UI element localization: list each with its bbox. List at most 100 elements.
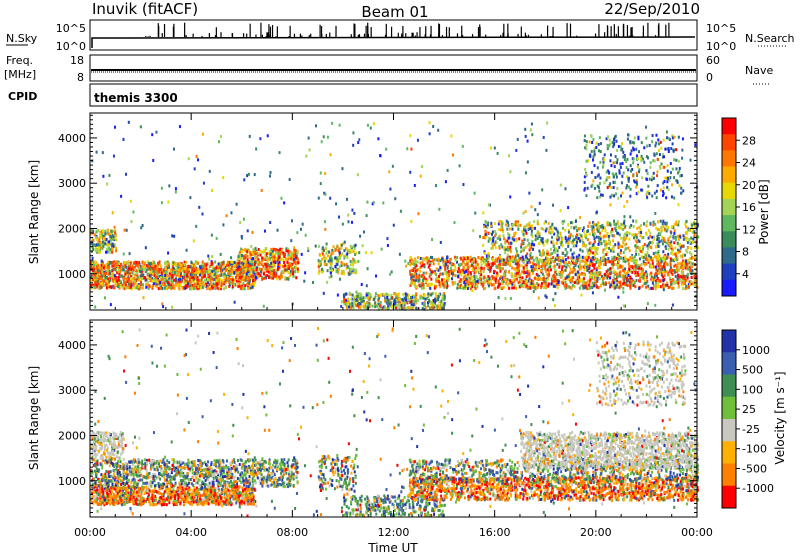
data-cell (105, 271, 108, 275)
data-cell (340, 254, 343, 258)
data-cell (576, 239, 579, 243)
data-cell (604, 240, 607, 244)
data-cell (499, 228, 502, 232)
data-cell (546, 252, 549, 256)
data-cell (402, 292, 405, 296)
data-cell (607, 268, 610, 272)
data-cell (132, 271, 135, 275)
data-cell (662, 250, 665, 254)
data-cell (675, 258, 678, 262)
data-cell (106, 247, 109, 251)
data-cell (564, 253, 567, 257)
data-cell (427, 265, 430, 269)
data-cell (359, 297, 362, 301)
data-cell (368, 305, 371, 309)
data-cell (468, 279, 471, 283)
data-cell (602, 239, 605, 243)
data-cell (551, 222, 554, 226)
data-cell (441, 293, 444, 297)
data-cell (622, 276, 625, 280)
data-cell (207, 270, 210, 274)
data-cell (670, 249, 673, 253)
data-cell (590, 283, 593, 287)
data-cell (275, 249, 278, 253)
data-cell (658, 269, 661, 273)
data-cell (140, 273, 143, 277)
data-cell (546, 268, 549, 272)
data-cell (326, 269, 329, 273)
data-cell (351, 260, 354, 264)
data-cell (520, 243, 523, 247)
data-cell (285, 257, 288, 261)
data-cell (647, 260, 650, 264)
data-cell (216, 277, 219, 281)
data-cell (211, 265, 214, 269)
data-cell (253, 281, 256, 285)
data-cell (565, 265, 568, 269)
data-cell (653, 284, 656, 288)
data-cell (179, 263, 182, 267)
data-cell (177, 285, 180, 289)
data-cell (232, 268, 235, 272)
data-cell (94, 236, 97, 240)
data-cell (115, 283, 118, 287)
data-cell (491, 283, 494, 287)
data-cell (646, 244, 649, 248)
data-cell (472, 257, 475, 261)
data-cell (522, 266, 525, 270)
data-cell (629, 258, 632, 262)
data-cell (449, 257, 452, 261)
data-cell (453, 255, 456, 259)
data-cell (409, 269, 412, 273)
data-cell (628, 237, 631, 241)
data-cell (426, 283, 429, 287)
data-cell (445, 286, 448, 290)
data-cell (555, 282, 558, 286)
data-cell (96, 267, 99, 271)
data-cell (242, 255, 245, 259)
data-cell (203, 274, 206, 278)
data-cell (515, 247, 518, 251)
data-cell (663, 278, 666, 282)
data-cell (655, 264, 658, 268)
data-cell (487, 239, 490, 243)
data-cell (137, 265, 140, 269)
data-cell (253, 283, 256, 287)
data-cell (117, 261, 120, 265)
data-cell (570, 276, 573, 280)
data-cell (159, 276, 162, 280)
data-cell (239, 286, 242, 290)
data-cell (529, 252, 532, 256)
data-cell (443, 294, 446, 298)
data-cell (133, 279, 136, 283)
data-cell (415, 269, 418, 273)
data-cell (281, 269, 284, 273)
data-cell (460, 269, 463, 273)
data-cell (587, 283, 590, 287)
data-cell (237, 265, 240, 269)
data-cell (691, 227, 694, 231)
data-cell (426, 301, 429, 305)
data-cell (443, 301, 446, 305)
data-cell (564, 268, 567, 272)
data-cell (482, 280, 485, 284)
data-cell (570, 287, 573, 291)
data-cell (91, 243, 94, 247)
data-cell (242, 270, 245, 274)
data-cell (648, 287, 651, 291)
data-cell (435, 273, 438, 277)
data-cell (211, 272, 214, 276)
data-cell (240, 247, 243, 251)
data-cell (513, 223, 516, 227)
data-cell (462, 259, 465, 263)
data-cell (134, 273, 137, 277)
data-cell (590, 256, 593, 260)
data-cell (409, 263, 412, 267)
data-cell (503, 277, 506, 281)
data-cell (245, 272, 248, 276)
data-cell (414, 265, 417, 269)
data-cell (618, 226, 621, 230)
data-cell (553, 232, 556, 236)
data-cell (115, 249, 118, 253)
data-cell (622, 286, 625, 290)
